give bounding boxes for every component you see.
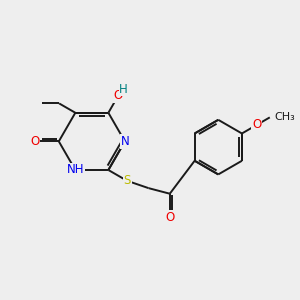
Text: O: O <box>114 89 123 102</box>
Text: O: O <box>252 118 262 131</box>
Text: O: O <box>165 211 174 224</box>
Text: O: O <box>30 135 40 148</box>
Text: CH₃: CH₃ <box>274 112 295 122</box>
Text: N: N <box>121 135 129 148</box>
Text: H: H <box>119 82 128 95</box>
Text: NH: NH <box>67 164 84 176</box>
Text: S: S <box>123 174 131 187</box>
